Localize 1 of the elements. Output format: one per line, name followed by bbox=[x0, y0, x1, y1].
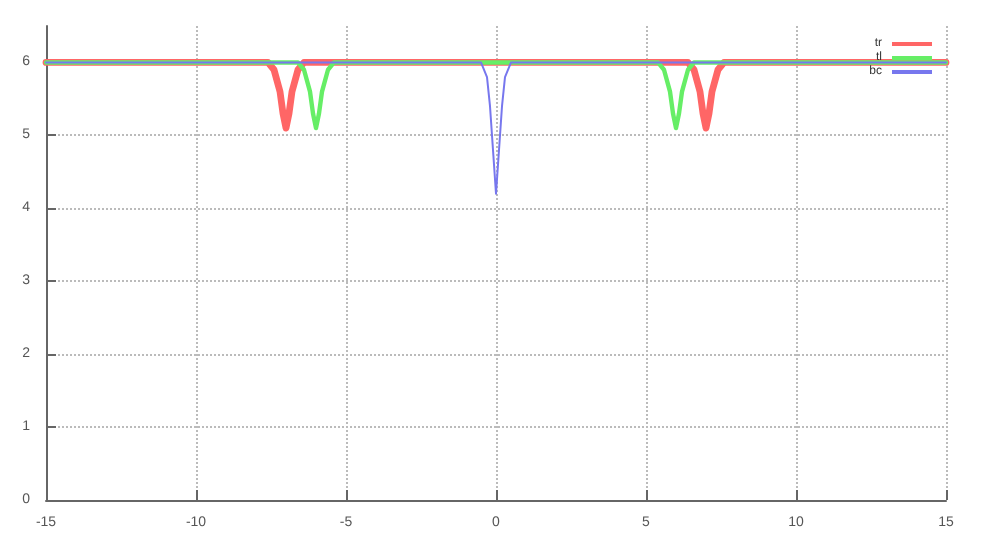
line-series bbox=[45, 61, 947, 195]
